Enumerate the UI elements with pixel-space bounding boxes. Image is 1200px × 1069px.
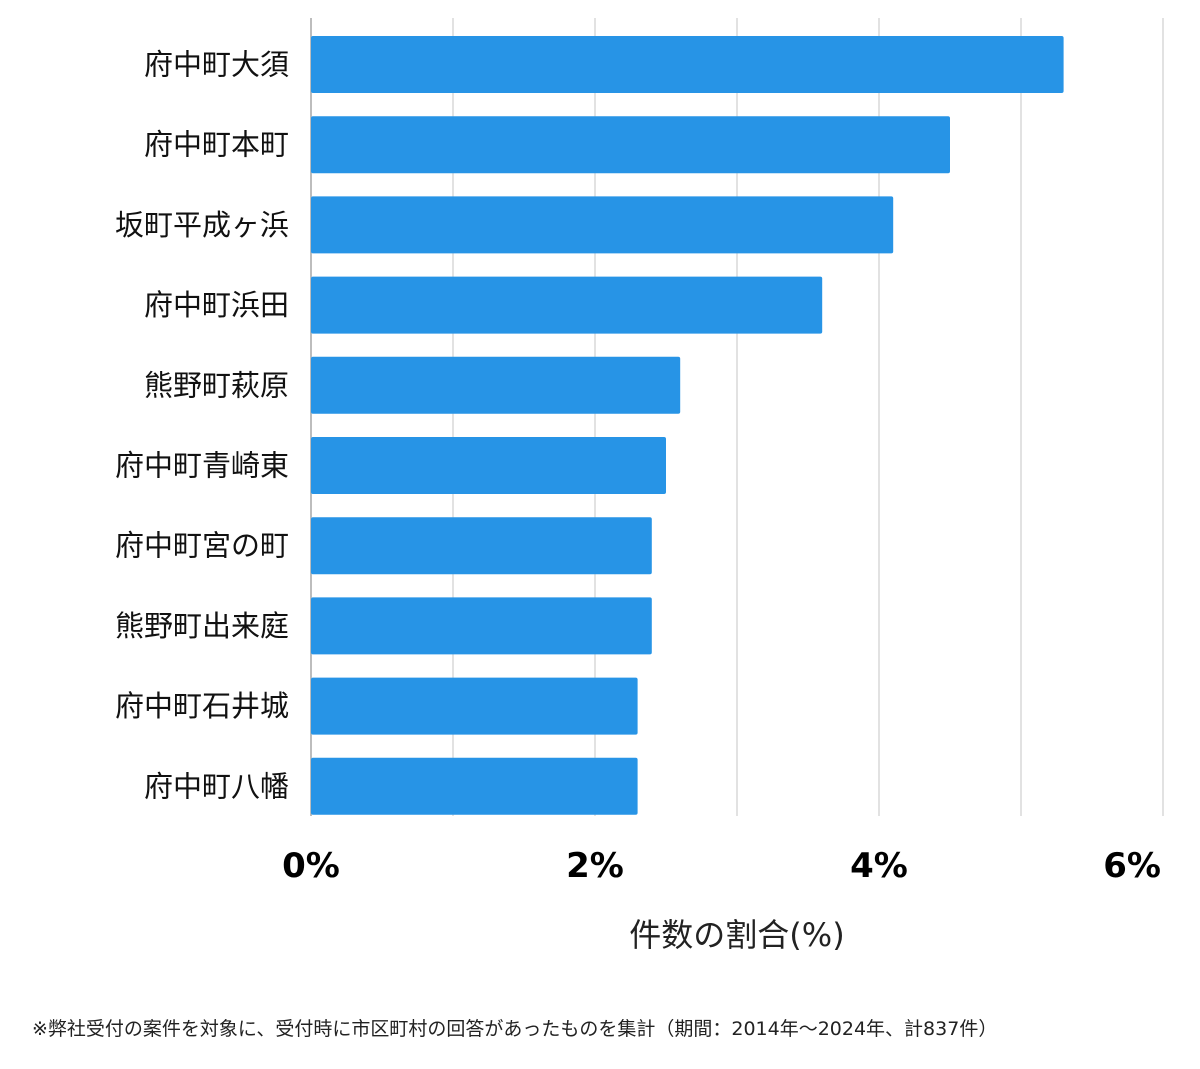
bar-chart: 府中町大須府中町本町坂町平成ヶ浜府中町浜田熊野町萩原府中町青崎東府中町宮の町熊野…	[115, 18, 1164, 954]
bar	[311, 276, 823, 334]
bar	[311, 437, 666, 494]
x-tick-label: 2%	[566, 846, 624, 886]
category-label: 熊野町萩原	[144, 368, 289, 402]
x-tick-label: 0%	[282, 846, 340, 886]
x-tick-label: 4%	[850, 846, 908, 886]
footnote: ※弊社受付の案件を対象に、受付時に市区町村の回答があったものを集計（期間：201…	[32, 1018, 998, 1040]
category-label: 府中町大須	[144, 48, 289, 82]
bars	[311, 36, 1064, 815]
bar	[311, 757, 638, 815]
x-tick-label: 6%	[1103, 846, 1161, 886]
category-label: 府中町八幡	[144, 769, 289, 803]
x-axis-title: 件数の割合(%)	[629, 916, 844, 954]
category-label: 府中町石井城	[115, 689, 289, 723]
category-label: 坂町平成ヶ浜	[115, 208, 289, 242]
bar	[311, 196, 894, 254]
x-tick-labels: 0% 2% 4% 6%	[282, 846, 1161, 886]
bar	[311, 517, 652, 575]
category-label: 府中町本町	[144, 128, 289, 162]
category-label: 府中町青崎東	[115, 449, 289, 483]
bar	[311, 677, 638, 735]
category-label: 府中町宮の町	[115, 529, 289, 563]
category-label: 熊野町出来庭	[115, 609, 289, 643]
bar	[311, 116, 950, 174]
bar	[311, 597, 652, 655]
bar	[311, 36, 1064, 93]
category-label: 府中町浜田	[144, 288, 289, 322]
category-labels: 府中町大須府中町本町坂町平成ヶ浜府中町浜田熊野町萩原府中町青崎東府中町宮の町熊野…	[115, 48, 289, 804]
bar	[311, 356, 681, 414]
